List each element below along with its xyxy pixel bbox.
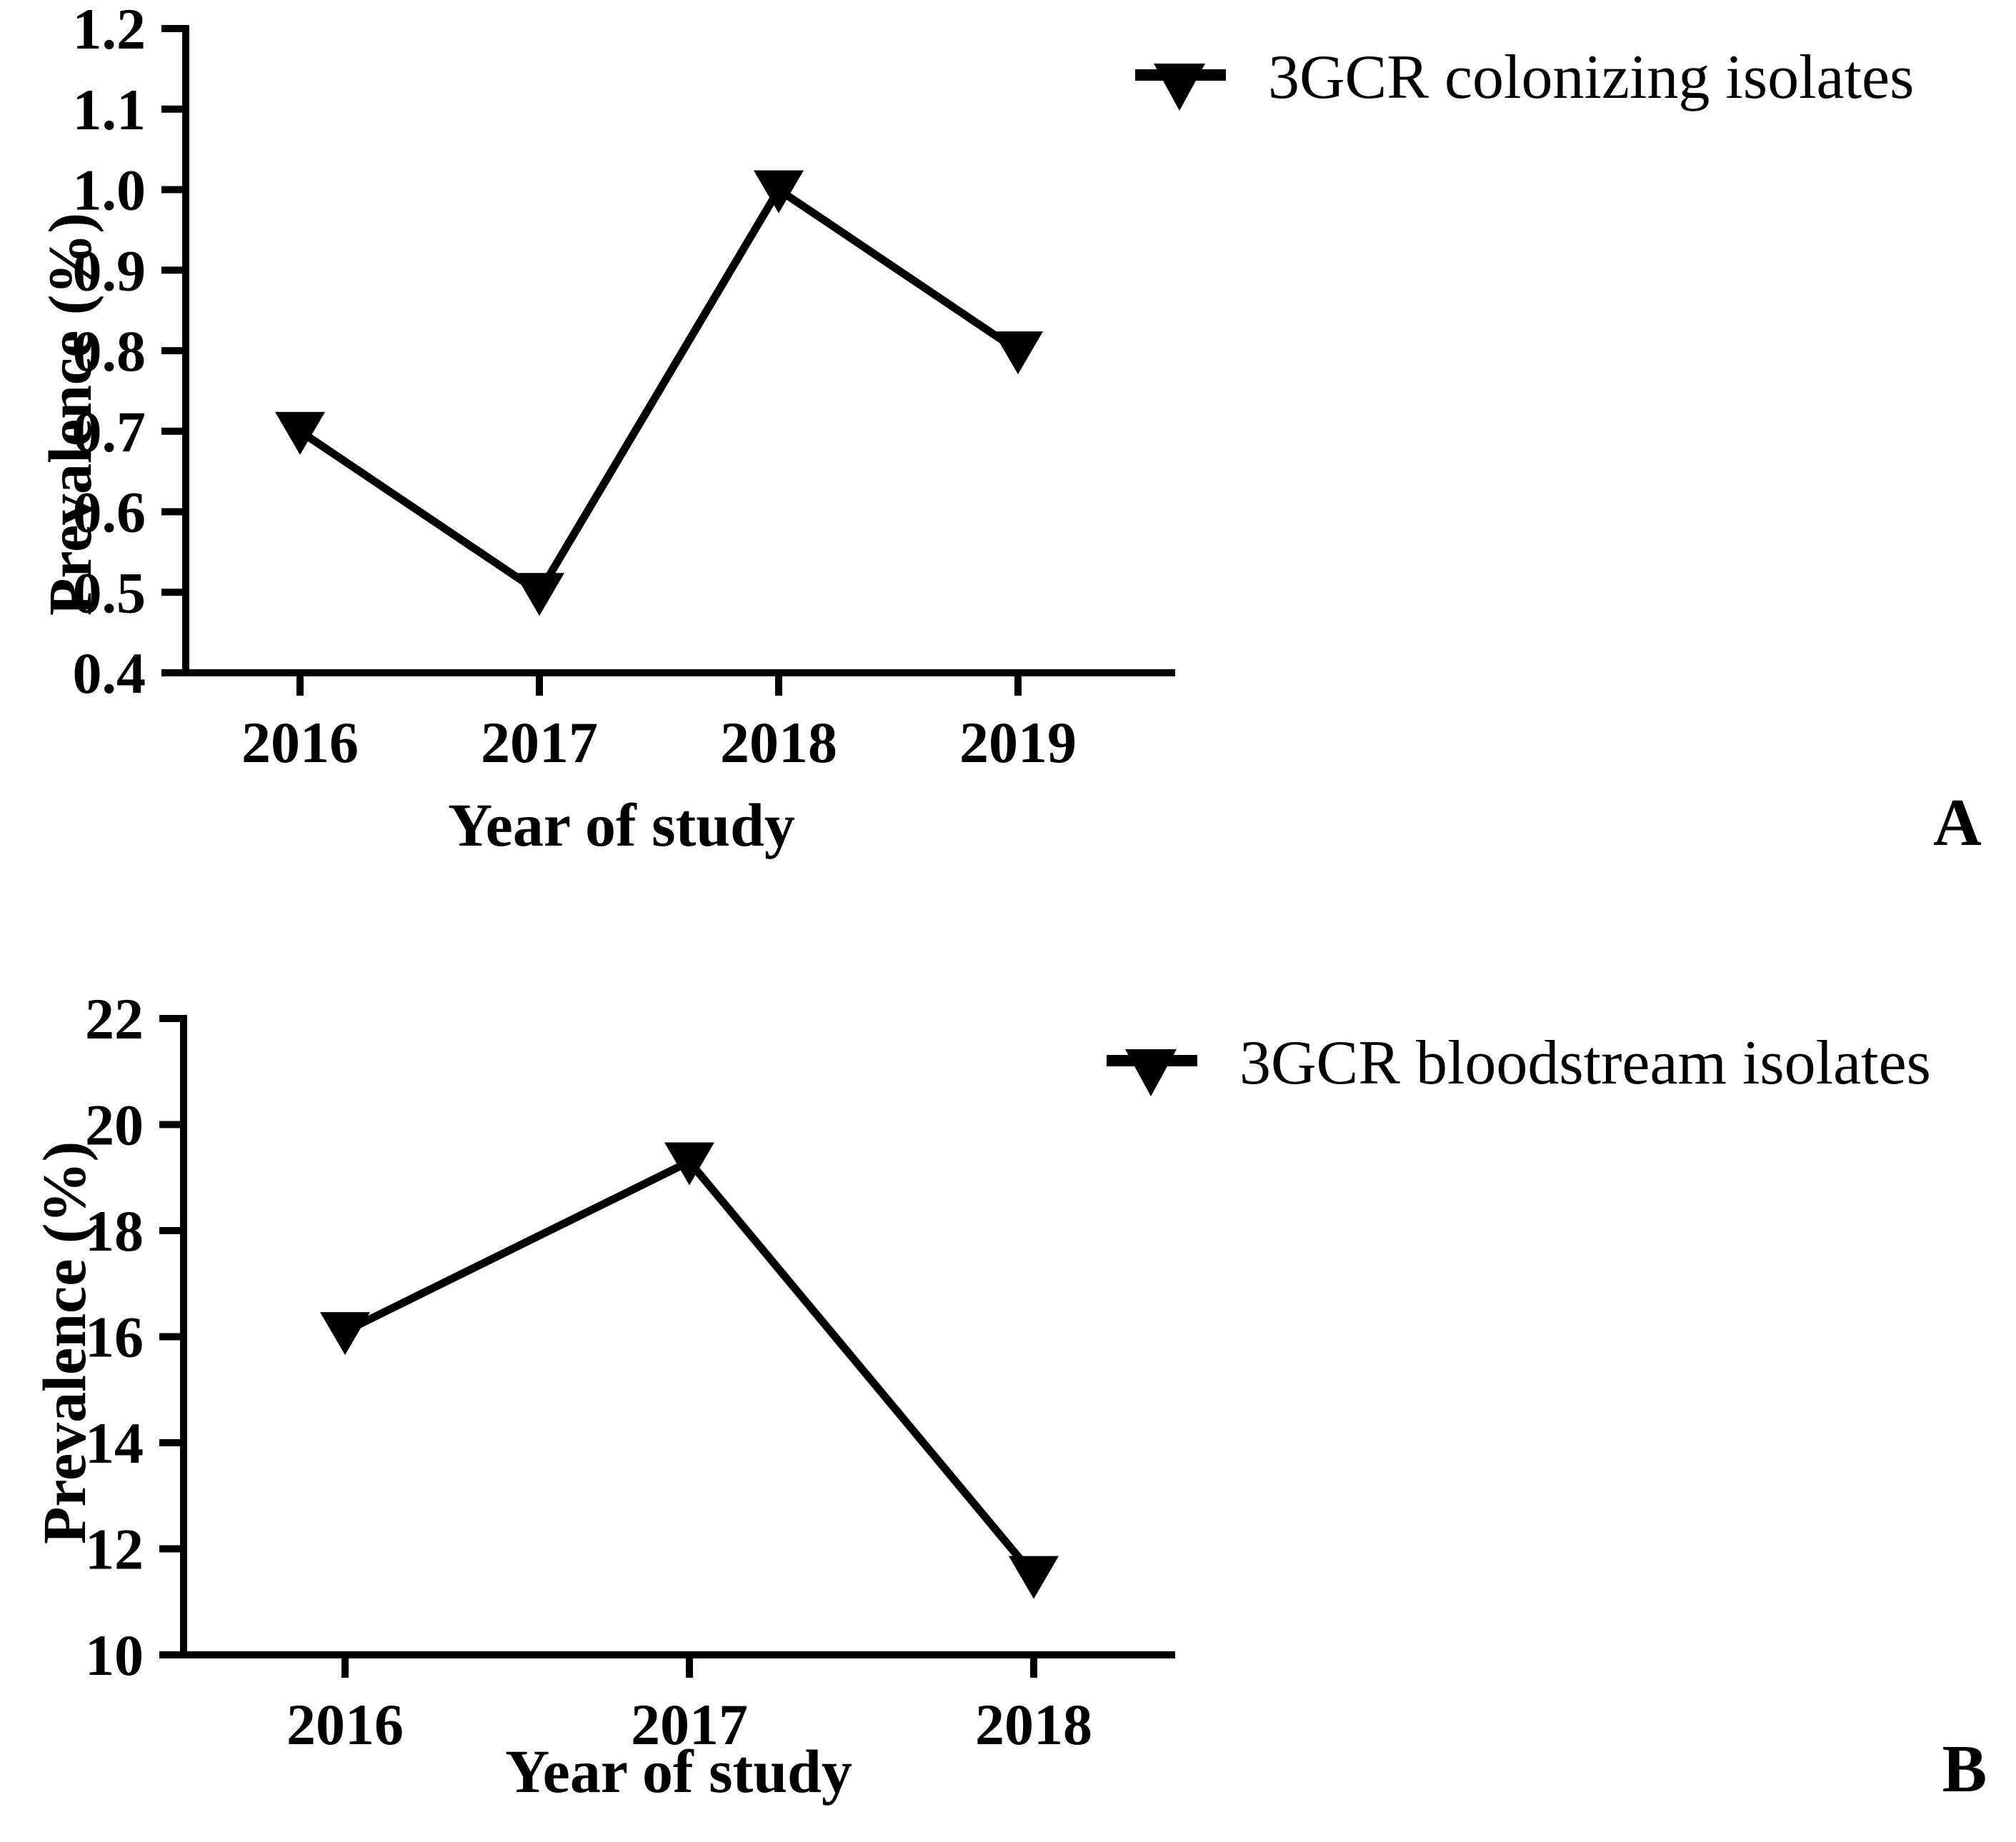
y-tick-label: 1.2 [73, 0, 146, 61]
y-tick-label: 0.6 [73, 480, 146, 545]
x-tick-label: 2018 [720, 710, 837, 775]
y-tick-label: 10 [85, 1623, 144, 1688]
data-point-marker [275, 411, 325, 455]
x-tick-label: 2017 [481, 710, 598, 775]
panel-label-b: B [1942, 1732, 1987, 1806]
y-tick-label: 18 [85, 1198, 144, 1263]
y-tick-label: 12 [85, 1517, 144, 1582]
panel-label-a: A [1933, 786, 1982, 860]
data-point-marker [754, 170, 804, 214]
y-tick-label: 0.9 [73, 238, 146, 303]
legend-panel-a: 3GCR colonizing isolates [1132, 41, 1914, 114]
data-point-marker [1009, 1556, 1059, 1599]
x-tick-label: 2018 [975, 1692, 1092, 1757]
data-point-marker [514, 573, 564, 616]
y-axis-title-panel-b: Prevalence (%) [30, 1141, 99, 1545]
y-tick-label: 1.0 [73, 158, 146, 223]
data-point-marker [993, 331, 1043, 374]
legend-label-panel-b: 3GCR bloodstream isolates [1239, 1028, 1931, 1098]
y-tick-label: 16 [85, 1305, 144, 1370]
x-axis-title-panel-b: Year of study [505, 1737, 852, 1806]
y-tick-label: 0.8 [73, 319, 146, 384]
data-point-marker [320, 1312, 370, 1356]
y-tick-label: 0.5 [73, 560, 146, 625]
y-axis-title-panel-a: Prevalence (%) [36, 212, 104, 616]
y-tick-label: 0.7 [73, 399, 146, 464]
y-tick-label: 14 [85, 1411, 144, 1476]
y-tick-label: 20 [85, 1093, 144, 1158]
legend-panel-b: 3GCR bloodstream isolates [1104, 1027, 1931, 1099]
legend-label-panel-a: 3GCR colonizing isolates [1268, 43, 1915, 112]
y-tick-label: 0.4 [73, 641, 146, 706]
y-tick-label: 22 [85, 986, 144, 1051]
x-tick-label: 2016 [241, 710, 359, 775]
x-tick-label: 2017 [631, 1692, 748, 1757]
data-point-marker [664, 1142, 714, 1186]
triangle-down-line-marker-icon [1135, 63, 1226, 111]
y-tick-label: 1.1 [73, 77, 146, 142]
x-axis-title-panel-a: Year of study [448, 791, 795, 859]
data-line [343, 1156, 1037, 1578]
triangle-down-line-marker-icon [1107, 1048, 1197, 1096]
data-line [297, 184, 1021, 599]
x-tick-label: 2016 [286, 1692, 404, 1757]
panel-b-chart: 10 12 14 16 18 20 22 2016 2017 2018 [85, 986, 1175, 1757]
panel-a-chart: 0.4 0.5 0.6 0.7 0.8 0.9 1.0 1.1 1.2 2016 2017 2018 2… [73, 0, 1175, 775]
x-tick-label: 2019 [959, 710, 1077, 775]
